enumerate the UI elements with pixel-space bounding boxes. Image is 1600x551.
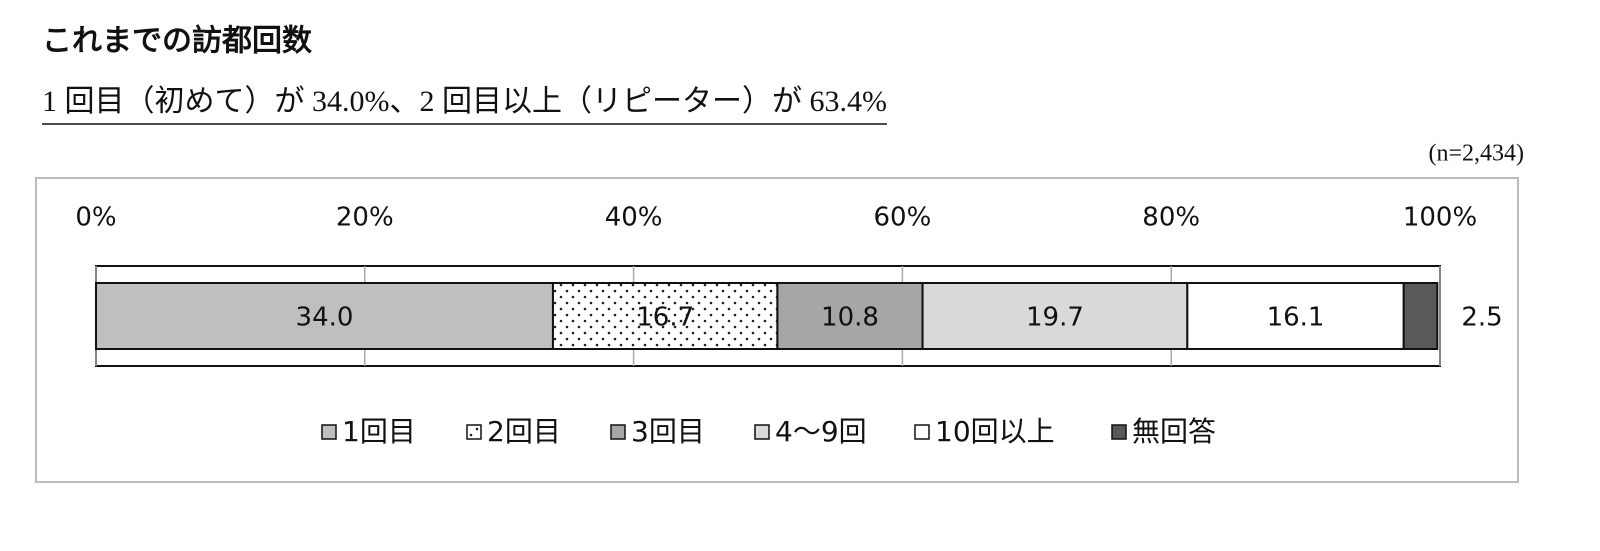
chart-subtitle: 1 回目（初めて）が 34.0%、2 回目以上（リピーター）が 63.4% <box>42 85 887 118</box>
x-tick-label: 80% <box>1142 203 1200 233</box>
legend-label: 1回目 <box>342 415 416 448</box>
legend-swatch <box>321 424 337 440</box>
data-label: 2.5 <box>1461 303 1502 333</box>
x-tick-label: 20% <box>336 203 394 233</box>
chart-title: これまでの訪都回数 <box>42 24 313 59</box>
x-tick-label: 40% <box>605 203 663 233</box>
bar-segment <box>921 282 1189 350</box>
legend-swatch <box>754 424 770 440</box>
chart-frame <box>35 177 1519 483</box>
sample-note: (n=2,434) <box>1428 141 1524 167</box>
legend-label: 無回答 <box>1132 415 1216 448</box>
data-label: 16.7 <box>636 303 694 333</box>
x-tick-label: 0% <box>75 203 116 233</box>
legend-label: 4〜9回 <box>775 415 867 448</box>
legend-swatch <box>1111 424 1127 440</box>
x-tick-label: 60% <box>874 203 932 233</box>
legend-label: 2回目 <box>487 415 561 448</box>
bar-segment <box>551 282 779 350</box>
bar-segment <box>95 282 554 350</box>
bar-segment <box>1402 282 1439 350</box>
data-label: 19.7 <box>1026 303 1084 333</box>
data-label: 16.1 <box>1267 303 1325 333</box>
legend-label: 3回目 <box>631 415 705 448</box>
legend-swatch <box>466 424 482 440</box>
data-label: 34.0 <box>296 303 354 333</box>
data-label: 10.8 <box>821 303 879 333</box>
legend-label: 10回以上 <box>935 415 1055 448</box>
legend-swatch <box>610 424 626 440</box>
legend-swatch <box>914 424 930 440</box>
x-tick-label: 100% <box>1403 203 1477 233</box>
